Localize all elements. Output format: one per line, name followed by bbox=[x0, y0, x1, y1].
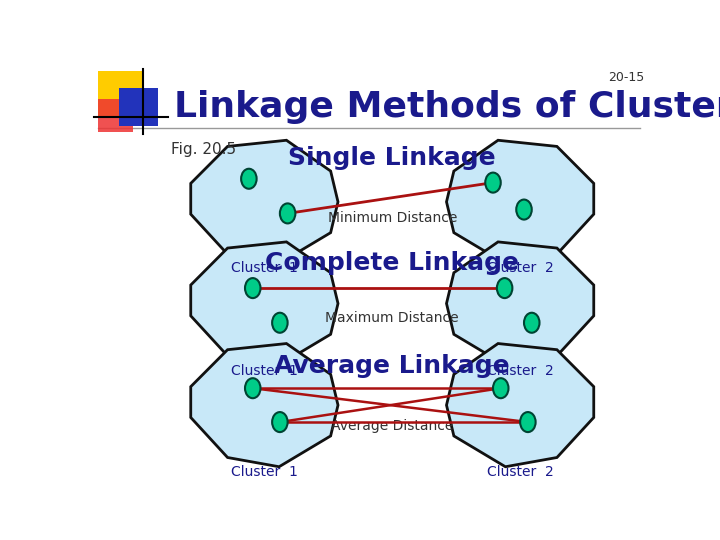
Bar bbox=[98, 71, 143, 116]
Bar bbox=[98, 99, 132, 132]
Text: Average Linkage: Average Linkage bbox=[274, 354, 510, 377]
Ellipse shape bbox=[516, 200, 532, 220]
Ellipse shape bbox=[272, 412, 287, 432]
Polygon shape bbox=[191, 242, 338, 365]
Ellipse shape bbox=[241, 168, 256, 189]
Text: Cluster  2: Cluster 2 bbox=[487, 363, 554, 377]
Text: Minimum Distance: Minimum Distance bbox=[328, 211, 457, 225]
Text: Average Distance: Average Distance bbox=[331, 419, 454, 433]
Text: 20-15: 20-15 bbox=[608, 71, 644, 84]
Text: Cluster  2: Cluster 2 bbox=[487, 465, 554, 479]
Polygon shape bbox=[446, 343, 594, 467]
Ellipse shape bbox=[497, 278, 513, 298]
Ellipse shape bbox=[245, 278, 261, 298]
Text: Cluster  1: Cluster 1 bbox=[231, 261, 298, 275]
Text: Maximum Distance: Maximum Distance bbox=[325, 311, 459, 325]
Text: Complete Linkage: Complete Linkage bbox=[265, 251, 519, 275]
Text: Cluster  1: Cluster 1 bbox=[231, 465, 298, 479]
Ellipse shape bbox=[485, 173, 500, 193]
Text: Fig. 20.5: Fig. 20.5 bbox=[171, 142, 236, 157]
Polygon shape bbox=[446, 140, 594, 264]
Ellipse shape bbox=[493, 378, 508, 398]
Text: Cluster  1: Cluster 1 bbox=[231, 363, 298, 377]
Polygon shape bbox=[446, 242, 594, 365]
Polygon shape bbox=[191, 343, 338, 467]
Text: Single Linkage: Single Linkage bbox=[289, 146, 496, 170]
Ellipse shape bbox=[520, 412, 536, 432]
Ellipse shape bbox=[524, 313, 539, 333]
Text: Linkage Methods of Clustering: Linkage Methods of Clustering bbox=[174, 90, 720, 124]
Ellipse shape bbox=[272, 313, 287, 333]
Ellipse shape bbox=[280, 204, 295, 224]
Ellipse shape bbox=[245, 378, 261, 398]
Text: Cluster  2: Cluster 2 bbox=[487, 261, 554, 275]
Polygon shape bbox=[191, 140, 338, 264]
Bar bbox=[120, 88, 158, 126]
